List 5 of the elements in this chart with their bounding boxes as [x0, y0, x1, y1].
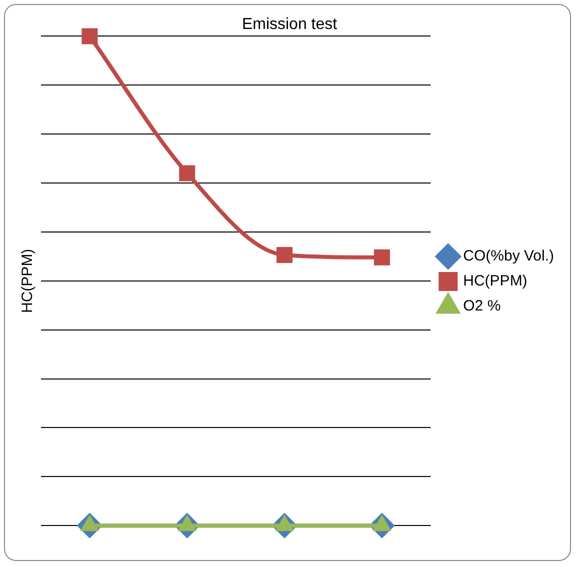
legend-label: O2 %: [463, 298, 501, 315]
y-axis-title: HC(PPM): [19, 248, 36, 313]
chart-title: Emission test: [242, 16, 338, 34]
legend-label: HC(PPM): [463, 272, 528, 290]
legend-label: CO(%by Vol.): [463, 248, 554, 265]
